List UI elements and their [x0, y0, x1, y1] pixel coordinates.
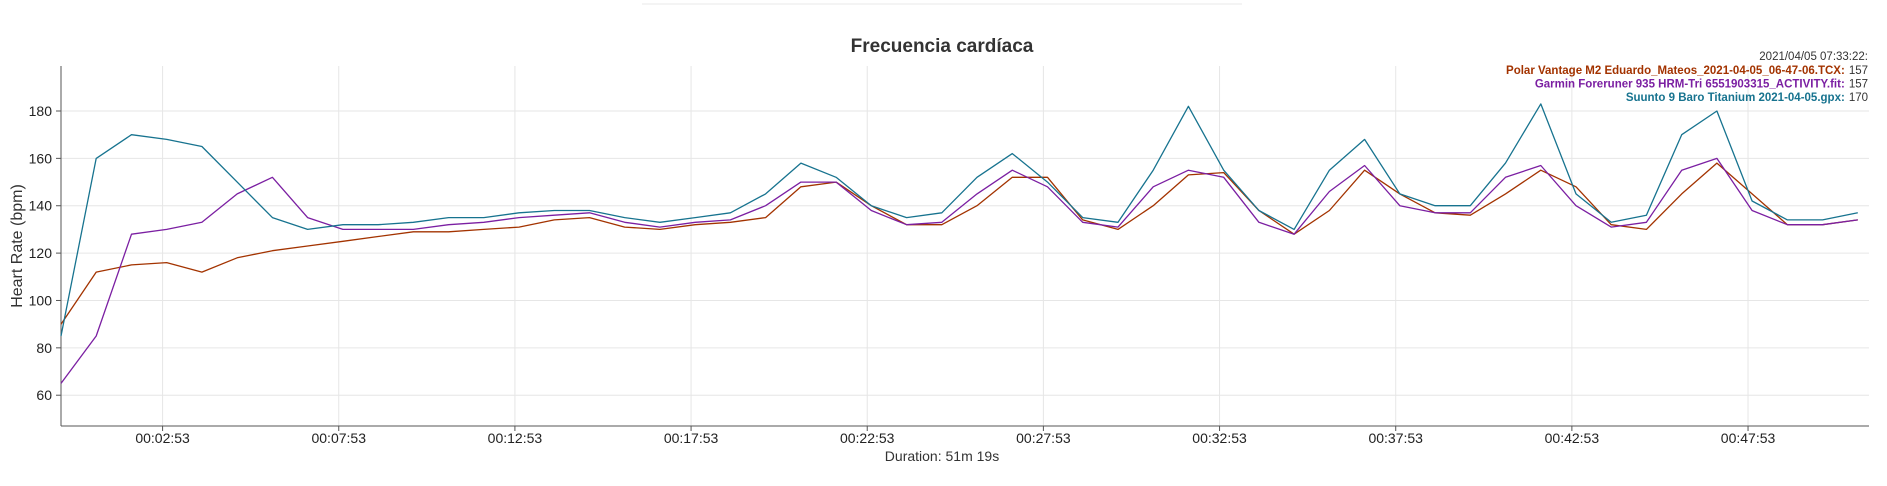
legend-separator: : — [1841, 79, 1845, 91]
legend-value: 157 — [1849, 79, 1868, 91]
x-tick-label: 00:42:53 — [1545, 430, 1600, 446]
x-tick-label: 00:47:53 — [1721, 430, 1776, 446]
x-tick-label: 00:02:53 — [135, 430, 190, 446]
x-tick-label: 00:27:53 — [1016, 430, 1071, 446]
x-tick-label: 00:17:53 — [664, 430, 719, 446]
x-tick-label: 00:22:53 — [840, 430, 895, 446]
y-tick-label: 60 — [36, 387, 52, 403]
series-line — [60, 162, 1858, 325]
x-axis-label: Duration: 51m 19s — [885, 448, 999, 464]
y-tick-label: 160 — [29, 150, 53, 166]
series-line — [60, 103, 1858, 337]
x-tick-label: 00:07:53 — [311, 430, 366, 446]
legend-value: 170 — [1849, 92, 1868, 104]
x-tick-label: 00:32:53 — [1192, 430, 1247, 446]
legend-separator: : — [1841, 92, 1845, 104]
x-tick-label: 00:12:53 — [488, 430, 543, 446]
legend-name: Garmin Foreruner 935 HRM-Tri 6551903315_… — [1535, 79, 1841, 91]
legend-entry: Suunto 9 Baro Titanium 2021-04-05.gpx: 17… — [1626, 92, 1868, 104]
y-tick-label: 120 — [29, 245, 53, 261]
legend-entry: Garmin Foreruner 935 HRM-Tri 6551903315_… — [1535, 79, 1868, 91]
legend-separator: : — [1841, 65, 1845, 77]
y-tick-label: 140 — [29, 198, 53, 214]
legend-header: 2021/04/05 07:33:22: — [1759, 51, 1868, 63]
legend-name: Suunto 9 Baro Titanium 2021-04-05.gpx — [1626, 92, 1842, 104]
x-tick-label: 00:37:53 — [1368, 430, 1423, 446]
y-axis-label: Heart Rate (bpm) — [9, 184, 26, 308]
legend-name: Polar Vantage M2 Eduardo_Mateos_2021-04-… — [1506, 65, 1841, 77]
legend-value: 157 — [1849, 65, 1868, 77]
y-tick-label: 80 — [36, 340, 52, 356]
y-tick-label: 100 — [29, 292, 53, 308]
legend-entry: Polar Vantage M2 Eduardo_Mateos_2021-04-… — [1506, 65, 1868, 77]
y-tick-label: 180 — [29, 103, 53, 119]
series-line — [60, 157, 1858, 384]
chart-title: Frecuencia cardíaca — [851, 36, 1034, 57]
